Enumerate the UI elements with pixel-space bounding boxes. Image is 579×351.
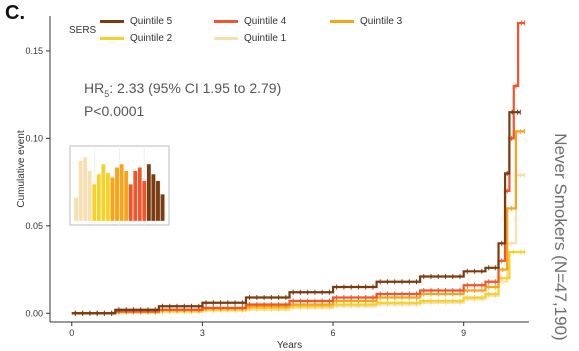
inset-bar-quintile5 [155, 180, 161, 222]
legend-swatch-quintile1 [214, 37, 238, 40]
x-tick-label: 9 [461, 328, 466, 338]
axes: 0 3 6 9 0.00 0.05 0.10 0.15 Years Cumulative even… [16, 16, 529, 351]
legend-swatch-quintile3 [330, 20, 354, 23]
p-value: P<0.0001 [84, 102, 145, 119]
inset-bar-quintile4 [137, 167, 142, 222]
hr-value: : 2.33 (95% CI 1.95 to 2.79) [109, 80, 282, 96]
side-label: Never Smokers (N=47,190) [551, 133, 570, 341]
legend-item-quintile4: Quintile 4 [214, 16, 286, 27]
hr-annotation: HR5: 2.33 (95% CI 1.95 to 2.79) P<0.0001 [84, 80, 281, 120]
series-layer [71, 20, 526, 316]
legend-item-quintile2: Quintile 2 [100, 33, 172, 44]
inset-bar-quintile1 [82, 157, 88, 222]
inset-bar-quintile1 [78, 160, 83, 222]
inset-bar-quintile3 [114, 167, 120, 222]
x-tick-label: 6 [331, 328, 336, 338]
x-tick-label: 0 [69, 328, 74, 338]
inset-bar-quintile5 [151, 173, 156, 222]
legend-label-quintile1: Quintile 1 [244, 33, 287, 44]
legend-label-quintile4: Quintile 4 [244, 16, 287, 27]
inset-bar-quintile4 [128, 183, 133, 222]
inset-bar-quintile2 [105, 172, 111, 222]
legend-item-quintile1: Quintile 1 [214, 33, 286, 44]
inset-bar-quintile5 [146, 163, 152, 222]
legend-swatch-quintile5 [100, 20, 124, 23]
x-tick-label: 3 [200, 328, 205, 338]
x-axis-label: Years [277, 340, 302, 351]
legend-label-quintile2: Quintile 2 [130, 33, 173, 44]
y-tick-label: 0.15 [25, 46, 43, 56]
inset-bar-quintile4 [142, 180, 147, 222]
panel-label: C. [5, 2, 25, 24]
inset-bar-quintile2 [92, 183, 97, 222]
legend-label-quintile5: Quintile 5 [130, 16, 173, 27]
hr-text: HR5: 2.33 (95% CI 1.95 to 2.79) [84, 80, 281, 103]
legend-label-quintile3: Quintile 3 [360, 16, 403, 27]
hr-subscript: 5 [104, 88, 110, 99]
inset-bar-quintile1 [87, 170, 92, 222]
legend-item-quintile3: Quintile 3 [330, 16, 402, 27]
y-tick-label: 0.10 [25, 133, 43, 143]
inset-bar-quintile4 [132, 170, 138, 222]
y-tick-label: 0.05 [25, 221, 43, 231]
inset-histogram [69, 145, 170, 226]
inset-bar-quintile3 [123, 170, 129, 222]
inset-bar-quintile3 [110, 177, 115, 222]
inset-bar-quintile2 [96, 173, 102, 222]
legend-title: SERS [69, 25, 97, 36]
series-line-quintile2 [71, 250, 525, 315]
y-tick-label: 0.00 [25, 308, 43, 318]
inset-bar-quintile2 [101, 163, 106, 222]
hr-prefix: HR [84, 80, 105, 96]
legend-swatch-quintile2 [100, 37, 124, 40]
legend-swatch-quintile4 [214, 20, 238, 23]
legend-item-quintile5: Quintile 5 [100, 16, 172, 27]
inset-bar-quintile3 [119, 163, 124, 222]
inset-bar-quintile1 [73, 197, 79, 222]
y-axis-label: Cumulative event [16, 130, 27, 207]
inset-bar-quintile5 [160, 194, 165, 222]
